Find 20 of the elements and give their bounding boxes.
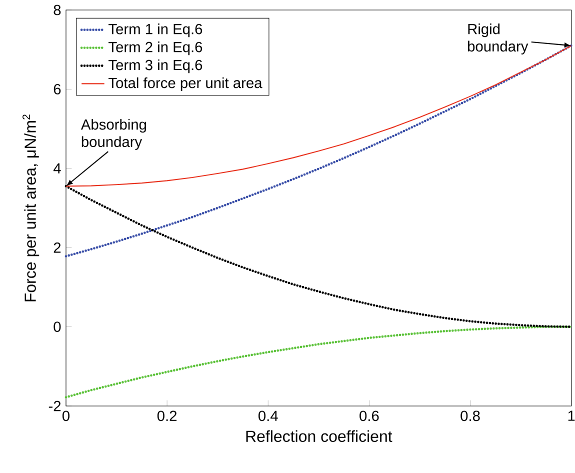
y-tick-label: -2 xyxy=(48,400,61,412)
y-tick-label: 8 xyxy=(54,4,61,16)
x-tick-label: 0 xyxy=(62,410,70,422)
legend-label: Term 2 in Eq.6 xyxy=(108,41,202,56)
y-axis-title: Force per unit area, μN/m$^{2}$ xyxy=(22,114,40,302)
y-tick-label: 4 xyxy=(53,163,61,174)
legend-label: Term 3 in Eq.6 xyxy=(108,59,202,74)
x-tick-label: 0.4 xyxy=(258,410,278,422)
y-tick-label: 6 xyxy=(54,84,61,94)
annotation: Rigid boundary xyxy=(468,23,528,54)
x-tick-label: 0.8 xyxy=(460,410,480,422)
x-tick-label: 1 xyxy=(568,410,575,421)
legend-label: Term 1 in Eq.6 xyxy=(108,24,202,38)
y-tick-label: 0 xyxy=(54,322,61,332)
annotation: Absorbing boundary xyxy=(80,118,146,150)
y-tick-label: 2 xyxy=(54,242,61,253)
legend-label: Total force per unit area xyxy=(108,77,262,92)
x-axis-title: Reflection coefficient xyxy=(246,430,392,442)
x-tick-label: 0.6 xyxy=(360,410,379,422)
x-tick-label: 0.2 xyxy=(157,410,177,422)
